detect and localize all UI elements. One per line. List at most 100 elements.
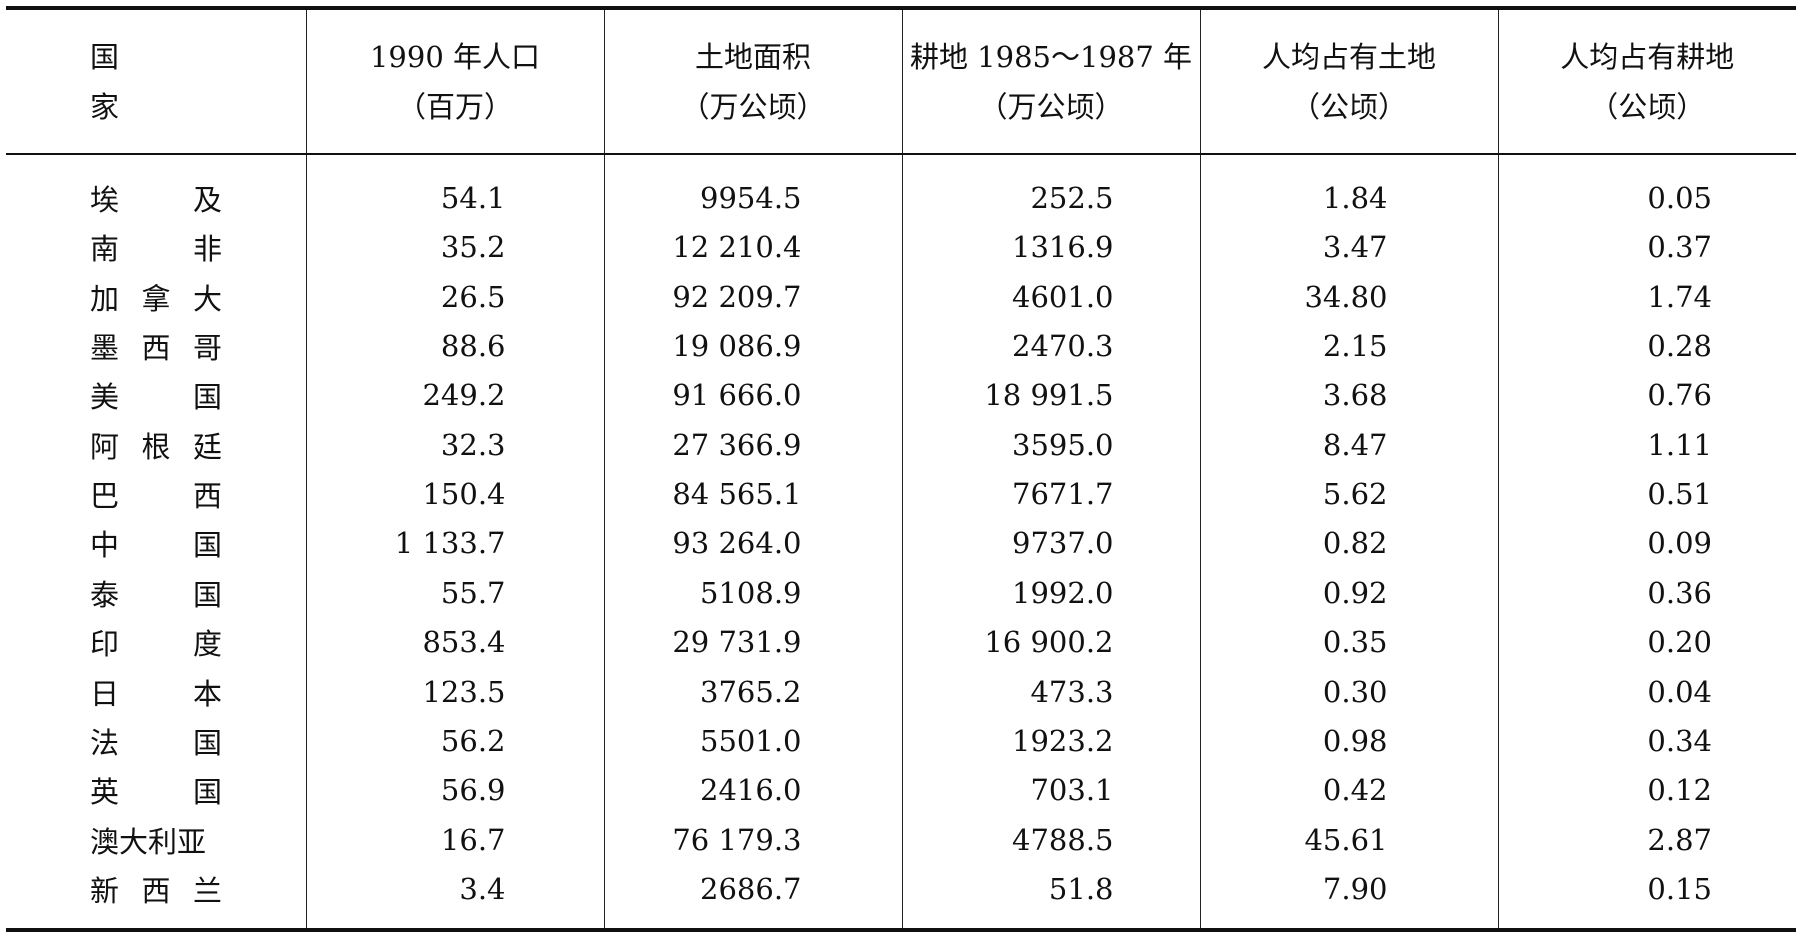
country-name-char: 非 [192, 232, 222, 267]
cell-arable-per-capita: 1.11 [1497, 420, 1796, 470]
cell-land-area: 76 179.3 [603, 815, 902, 865]
country-name-char: 拿 [141, 281, 171, 316]
cell-land-area: 91 666.0 [603, 370, 902, 421]
cell-land-per-capita: 1.84 [1199, 173, 1498, 223]
cell-arable-land: 7671.7 [901, 469, 1200, 519]
country-name-char: 加 [90, 281, 120, 316]
country-name-char: 西 [141, 330, 171, 365]
cell-population: 55.7 [305, 568, 604, 618]
header-population-line1: 1990 年人口 [369, 39, 541, 74]
country-name-char: 泰 [90, 577, 120, 612]
table-row: 墨西哥 88.6 19 086.9 2470.3 2.15 0.28 [6, 321, 1796, 371]
cell-land-per-capita: 8.47 [1199, 420, 1498, 470]
country-name-char: 大 [192, 281, 222, 316]
table-row: 印度 853.4 29 731.9 16 900.2 0.35 0.20 [6, 617, 1796, 667]
cell-country: 英国 [6, 766, 306, 815]
cell-land-per-capita: 2.15 [1199, 321, 1498, 371]
cell-arable-land: 1923.2 [901, 716, 1200, 766]
cell-land-area: 92 209.7 [603, 271, 902, 322]
country-name: 美国 [90, 374, 222, 416]
cell-land-area: 2686.7 [603, 864, 902, 914]
cell-arable-per-capita: 0.05 [1497, 173, 1796, 223]
cell-arable-per-capita: 0.12 [1497, 765, 1796, 816]
cell-land-per-capita: 0.98 [1199, 716, 1498, 766]
cell-population: 56.9 [305, 765, 604, 816]
cell-population: 123.5 [305, 666, 604, 717]
cell-population: 853.4 [305, 617, 604, 667]
cell-arable-land: 703.1 [901, 765, 1200, 816]
table-header: 国 家 1990 年人口 （百万） 土地面积 （万公顷） 耕地 1985～198… [6, 6, 1796, 155]
country-name: 中国 [90, 522, 222, 564]
table-row: 英国 56.9 2416.0 703.1 0.42 0.12 [6, 765, 1796, 816]
country-name-char: 国 [192, 380, 222, 415]
country-name-char: 及 [192, 182, 222, 217]
header-arable-per-capita-line2: （公顷） [1589, 89, 1706, 124]
country-name: 法国 [90, 720, 222, 762]
cell-arable-land: 51.8 [901, 864, 1200, 914]
country-name-char: 英 [90, 775, 120, 810]
country-name: 墨西哥 [90, 325, 222, 367]
country-name-char: 阿 [90, 429, 120, 464]
table-row: 阿根廷 32.3 27 366.9 3595.0 8.47 1.11 [6, 420, 1796, 470]
header-land-area-line1: 土地面积 [694, 39, 811, 74]
cell-population: 26.5 [305, 271, 604, 322]
header-arable-land: 耕地 1985～1987 年 （万公顷） [901, 6, 1200, 155]
cell-arable-per-capita: 0.15 [1497, 864, 1796, 914]
country-name-char: 国 [192, 725, 222, 760]
country-name: 新西兰 [90, 868, 222, 910]
cell-arable-per-capita: 0.09 [1497, 518, 1796, 569]
cell-country: 南非 [6, 223, 306, 272]
country-name-char: 南 [90, 232, 120, 267]
country-name-char: 中 [90, 528, 120, 563]
cell-country: 美国 [6, 371, 306, 420]
table-row: 泰国 55.7 5108.9 1992.0 0.92 0.36 [6, 568, 1796, 618]
cell-arable-per-capita: 0.34 [1497, 716, 1796, 766]
cell-land-per-capita: 7.90 [1199, 864, 1498, 914]
cell-arable-per-capita: 0.37 [1497, 222, 1796, 272]
cell-population: 16.7 [305, 815, 604, 865]
cell-land-per-capita: 3.68 [1199, 370, 1498, 421]
cell-population: 3.4 [305, 864, 604, 914]
country-name-char: 美 [90, 380, 120, 415]
cell-land-area: 9954.5 [603, 173, 902, 223]
cell-land-area: 19 086.9 [603, 321, 902, 371]
cell-land-area: 2416.0 [603, 765, 902, 816]
cell-country: 印度 [6, 618, 306, 667]
cell-population: 54.1 [305, 173, 604, 223]
header-arable-land-line2: （万公顷） [978, 89, 1124, 124]
header-arable-land-line1: 耕地 1985～1987 年 [909, 39, 1193, 74]
header-land-area-line2: （万公顷） [680, 89, 826, 124]
cell-country: 埃及 [6, 173, 306, 222]
country-name-char: 日 [90, 676, 120, 711]
cell-country: 澳大利亚 [6, 815, 306, 864]
country-land-table: 国 家 1990 年人口 （百万） 土地面积 （万公顷） 耕地 1985～198… [6, 6, 1796, 933]
spacer-row-top [6, 154, 1796, 174]
country-name: 加拿大 [90, 276, 222, 318]
cell-arable-land: 2470.3 [901, 321, 1200, 371]
header-population: 1990 年人口 （百万） [305, 6, 604, 155]
header-country: 国 家 [6, 6, 306, 155]
cell-population: 35.2 [305, 222, 604, 272]
table-row: 美国 249.2 91 666.0 18 991.5 3.68 0.76 [6, 370, 1796, 421]
cell-land-per-capita: 0.42 [1199, 765, 1498, 816]
country-name-char: 巴 [90, 479, 120, 514]
cell-arable-per-capita: 1.74 [1497, 271, 1796, 322]
table-row: 加拿大 26.5 92 209.7 4601.0 34.80 1.74 [6, 271, 1796, 322]
cell-country: 中国 [6, 519, 306, 568]
header-land-per-capita-line1: 人均占有土地 [1261, 39, 1436, 74]
cell-arable-land: 9737.0 [901, 518, 1200, 569]
country-name: 英国 [90, 769, 222, 811]
cell-country: 加拿大 [6, 272, 306, 321]
header-row: 国 家 1990 年人口 （百万） 土地面积 （万公顷） 耕地 1985～198… [6, 6, 1796, 155]
cell-land-per-capita: 45.61 [1199, 815, 1498, 865]
country-name-char: 西 [141, 874, 171, 909]
cell-land-per-capita: 3.47 [1199, 222, 1498, 272]
country-name: 印度 [90, 621, 222, 663]
cell-arable-per-capita: 0.28 [1497, 321, 1796, 371]
cell-country: 新西兰 [6, 864, 306, 913]
country-name: 泰国 [90, 572, 222, 614]
cell-arable-per-capita: 0.76 [1497, 370, 1796, 421]
header-arable-per-capita: 人均占有耕地 （公顷） [1497, 6, 1796, 155]
table-row: 新西兰 3.4 2686.7 51.8 7.90 0.15 [6, 864, 1796, 914]
